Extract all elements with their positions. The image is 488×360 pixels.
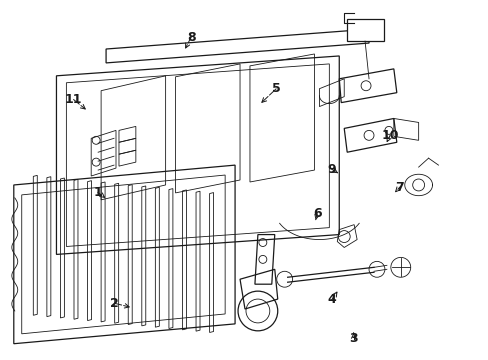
- Text: 11: 11: [65, 93, 82, 106]
- Text: 7: 7: [395, 181, 403, 194]
- Text: 10: 10: [381, 129, 398, 142]
- Text: 9: 9: [327, 163, 335, 176]
- Text: 1: 1: [93, 186, 102, 199]
- Text: 8: 8: [186, 31, 195, 44]
- Text: 5: 5: [271, 82, 280, 95]
- Text: 2: 2: [110, 297, 119, 310]
- Text: 6: 6: [312, 207, 321, 220]
- Polygon shape: [346, 19, 383, 41]
- Text: 3: 3: [348, 333, 357, 346]
- Text: 4: 4: [327, 293, 336, 306]
